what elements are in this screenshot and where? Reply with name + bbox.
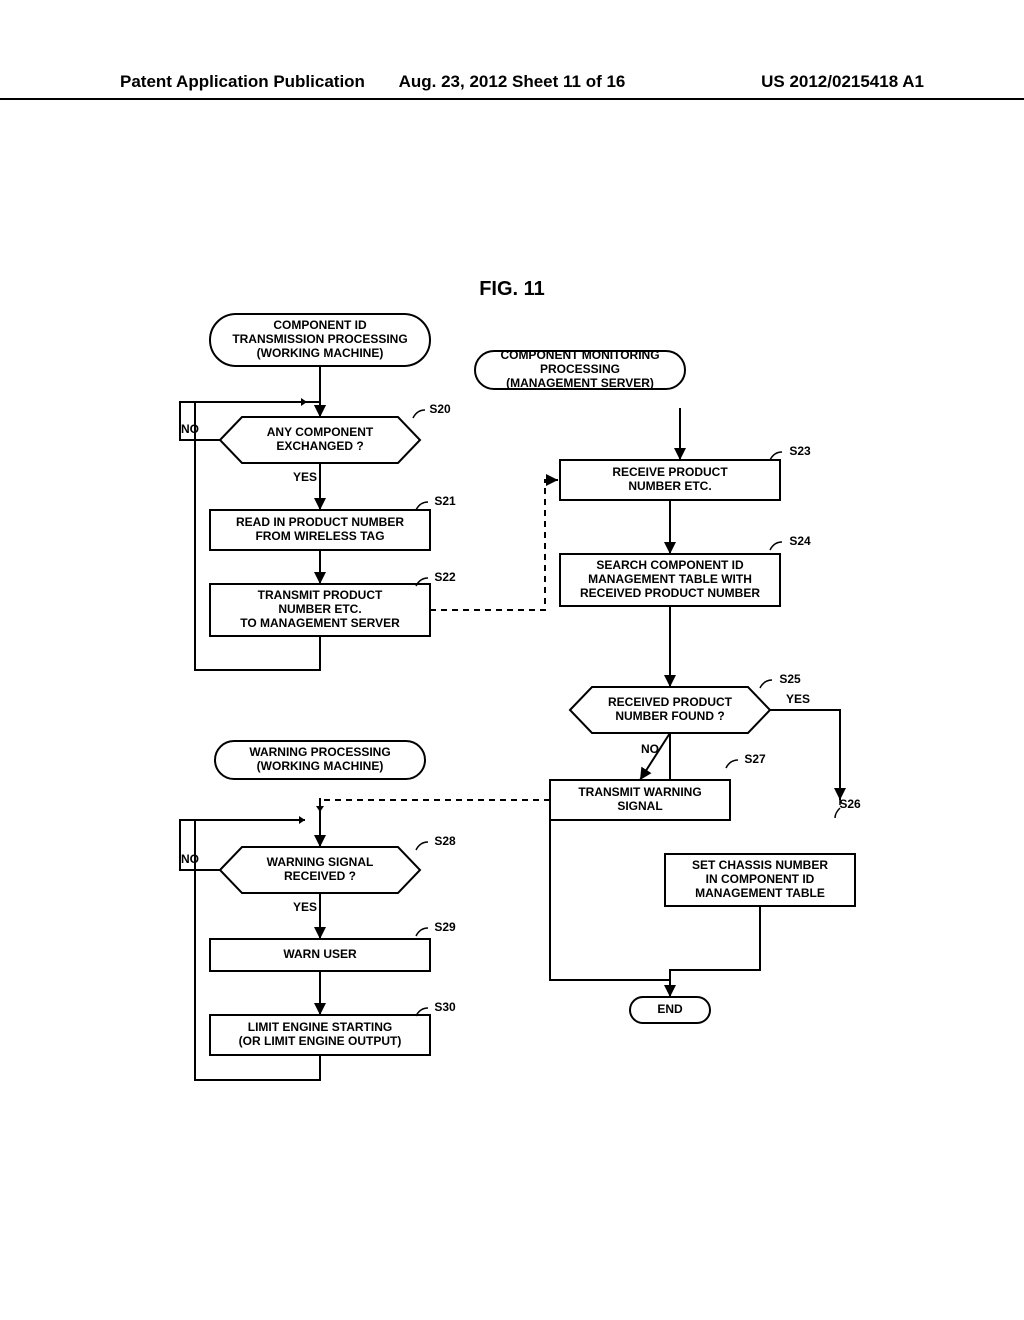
svg-text:(WORKING MACHINE): (WORKING MACHINE): [257, 759, 384, 773]
svg-text:(OR LIMIT ENGINE OUTPUT): (OR LIMIT ENGINE OUTPUT): [239, 1034, 402, 1048]
svg-text:RECEIVED PRODUCT: RECEIVED PRODUCT: [608, 695, 733, 709]
terminator-t3: WARNING PROCESSING(WORKING MACHINE): [215, 741, 425, 779]
svg-text:(WORKING MACHINE): (WORKING MACHINE): [257, 346, 384, 360]
process-p2: TRANSMIT PRODUCTNUMBER ETC.TO MANAGEMENT…: [210, 570, 456, 636]
svg-text:NUMBER ETC.: NUMBER ETC.: [628, 479, 711, 493]
svg-text:TRANSMIT PRODUCT: TRANSMIT PRODUCT: [258, 588, 383, 602]
svg-text:COMPONENT ID: COMPONENT ID: [273, 318, 367, 332]
svg-text:PROCESSING: PROCESSING: [540, 362, 620, 376]
decision-d1: ANY COMPONENTEXCHANGED ? S20: [220, 402, 451, 463]
figure-title: FIG. 11: [479, 278, 545, 301]
svg-text:WARN USER: WARN USER: [283, 947, 357, 961]
page-header: Patent Application Publication Aug. 23, …: [0, 72, 1024, 100]
step-label: S26: [839, 797, 861, 811]
svg-text:MANAGEMENT TABLE WITH: MANAGEMENT TABLE WITH: [588, 572, 752, 586]
step-label: S21: [434, 494, 456, 508]
svg-text:RECEIVE PRODUCT: RECEIVE PRODUCT: [612, 465, 728, 479]
svg-text:SEARCH COMPONENT ID: SEARCH COMPONENT ID: [596, 558, 744, 572]
process-p8: LIMIT ENGINE STARTING(OR LIMIT ENGINE OU…: [210, 1000, 456, 1055]
svg-text:NO: NO: [181, 852, 199, 866]
svg-text:RECEIVED ?: RECEIVED ?: [284, 869, 356, 883]
svg-text:WARNING SIGNAL: WARNING SIGNAL: [267, 855, 374, 869]
step-label: S27: [744, 752, 766, 766]
svg-text:FROM WIRELESS TAG: FROM WIRELESS TAG: [255, 529, 384, 543]
terminator-t1: COMPONENT IDTRANSMISSION PROCESSING(WORK…: [210, 314, 430, 366]
svg-text:TRANSMISSION PROCESSING: TRANSMISSION PROCESSING: [232, 332, 407, 346]
flowchart-diagram: COMPONENT IDTRANSMISSION PROCESSING(WORK…: [150, 310, 870, 1140]
svg-text:NUMBER FOUND ?: NUMBER FOUND ?: [615, 709, 724, 723]
step-label: S24: [789, 534, 811, 548]
svg-text:TRANSMIT WARNING: TRANSMIT WARNING: [578, 785, 701, 799]
svg-text:YES: YES: [293, 900, 317, 914]
process-p3: RECEIVE PRODUCTNUMBER ETC. S23: [560, 444, 811, 500]
svg-text:SET CHASSIS NUMBER: SET CHASSIS NUMBER: [692, 858, 828, 872]
process-p6: SET CHASSIS NUMBERIN COMPONENT IDMANAGEM…: [665, 797, 861, 906]
step-label: S29: [434, 920, 456, 934]
process-p1: READ IN PRODUCT NUMBERFROM WIRELESS TAG S…: [210, 494, 456, 550]
svg-text:END: END: [657, 1002, 683, 1016]
header-mid: Aug. 23, 2012 Sheet 11 of 16: [399, 72, 626, 92]
svg-text:S25: S25: [779, 672, 801, 686]
process-p7: WARN USER S29: [210, 920, 456, 971]
header-left: Patent Application Publication: [120, 72, 365, 92]
svg-text:SIGNAL: SIGNAL: [617, 799, 662, 813]
svg-text:(MANAGEMENT SERVER): (MANAGEMENT SERVER): [506, 376, 654, 390]
svg-text:YES: YES: [786, 692, 810, 706]
svg-text:ANY COMPONENT: ANY COMPONENT: [267, 425, 374, 439]
header-right: US 2012/0215418 A1: [761, 72, 924, 92]
step-label: S22: [434, 570, 456, 584]
svg-text:LIMIT ENGINE STARTING: LIMIT ENGINE STARTING: [248, 1020, 392, 1034]
svg-text:IN COMPONENT ID: IN COMPONENT ID: [706, 872, 815, 886]
svg-text:RECEIVED PRODUCT NUMBER: RECEIVED PRODUCT NUMBER: [580, 586, 760, 600]
step-label: S30: [434, 1000, 456, 1014]
terminator-t4: END: [630, 997, 710, 1023]
process-p5: TRANSMIT WARNINGSIGNAL S27: [550, 752, 766, 820]
svg-text:TO MANAGEMENT SERVER: TO MANAGEMENT SERVER: [240, 616, 400, 630]
step-label: S23: [789, 444, 811, 458]
svg-text:WARNING PROCESSING: WARNING PROCESSING: [249, 745, 390, 759]
svg-text:YES: YES: [293, 470, 317, 484]
svg-text:NUMBER ETC.: NUMBER ETC.: [278, 602, 361, 616]
svg-text:S28: S28: [434, 834, 456, 848]
svg-text:NO: NO: [181, 422, 199, 436]
svg-text:EXCHANGED ?: EXCHANGED ?: [276, 439, 363, 453]
svg-text:READ IN PRODUCT NUMBER: READ IN PRODUCT NUMBER: [236, 515, 404, 529]
svg-text:S20: S20: [429, 402, 451, 416]
svg-text:COMPONENT MONITORING: COMPONENT MONITORING: [500, 348, 659, 362]
terminator-t2: COMPONENT MONITORINGPROCESSING(MANAGEMEN…: [475, 348, 685, 390]
svg-text:MANAGEMENT TABLE: MANAGEMENT TABLE: [695, 886, 825, 900]
decision-d3: WARNING SIGNALRECEIVED ? S28: [220, 834, 456, 893]
